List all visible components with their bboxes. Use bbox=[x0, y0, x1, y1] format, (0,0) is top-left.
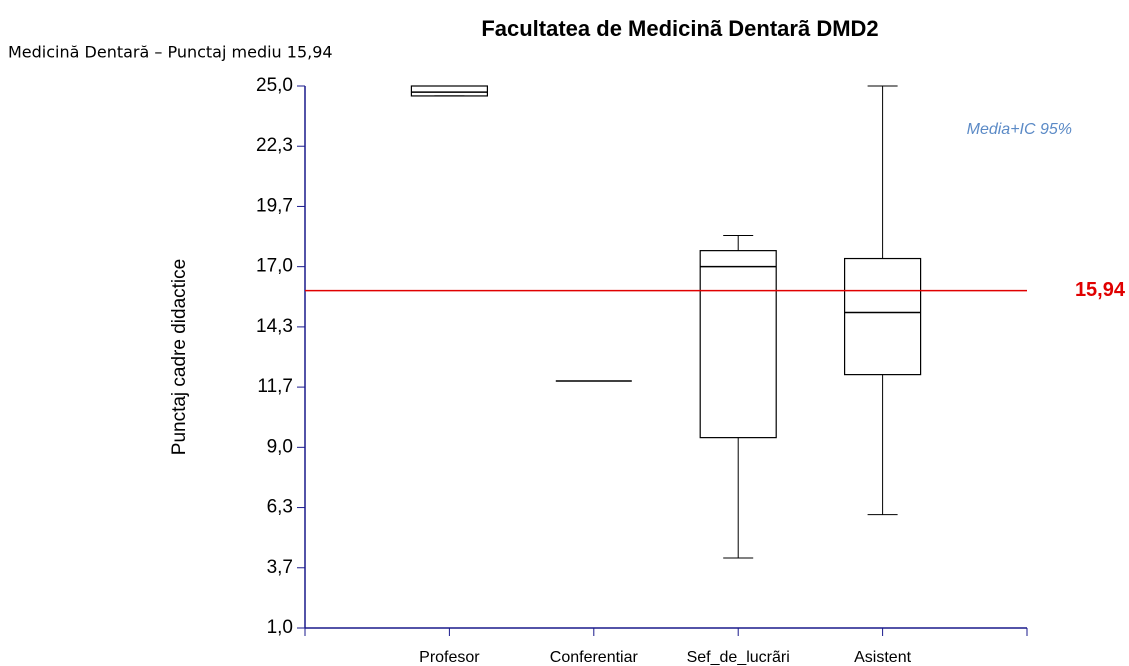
box bbox=[699, 250, 777, 439]
y-tick-label: 1,0 bbox=[267, 617, 293, 638]
y-tick-label: 22,3 bbox=[256, 135, 293, 156]
y-tick-label: 14,3 bbox=[256, 316, 293, 337]
y-tick-label: 6,3 bbox=[267, 497, 293, 518]
y-tick-label: 3,7 bbox=[267, 557, 293, 578]
x-tick-label: Conferentiar bbox=[550, 649, 639, 666]
x-tick-label: Sef_de_lucrãri bbox=[687, 649, 790, 666]
box bbox=[410, 85, 488, 97]
reference-label: 15,94 bbox=[1075, 279, 1126, 301]
y-tick-label: 25,0 bbox=[256, 75, 293, 96]
y-tick-label: 19,7 bbox=[256, 195, 293, 216]
annotation: Media+IC 95% bbox=[967, 121, 1072, 138]
y-axis-label: Punctaj cadre didactice bbox=[169, 259, 190, 455]
x-tick-label: Asistent bbox=[854, 649, 911, 666]
box bbox=[843, 257, 922, 376]
y-tick-label: 9,0 bbox=[267, 436, 293, 457]
subtitle: Medicină Dentară – Punctaj mediu 15,94 bbox=[8, 43, 333, 62]
x-tick-label: Profesor bbox=[419, 649, 480, 666]
y-tick-label: 11,7 bbox=[257, 376, 293, 397]
chart-title: Facultatea de Medicinã Dentarã DMD2 bbox=[481, 16, 878, 41]
y-tick-label: 17,0 bbox=[256, 256, 293, 277]
